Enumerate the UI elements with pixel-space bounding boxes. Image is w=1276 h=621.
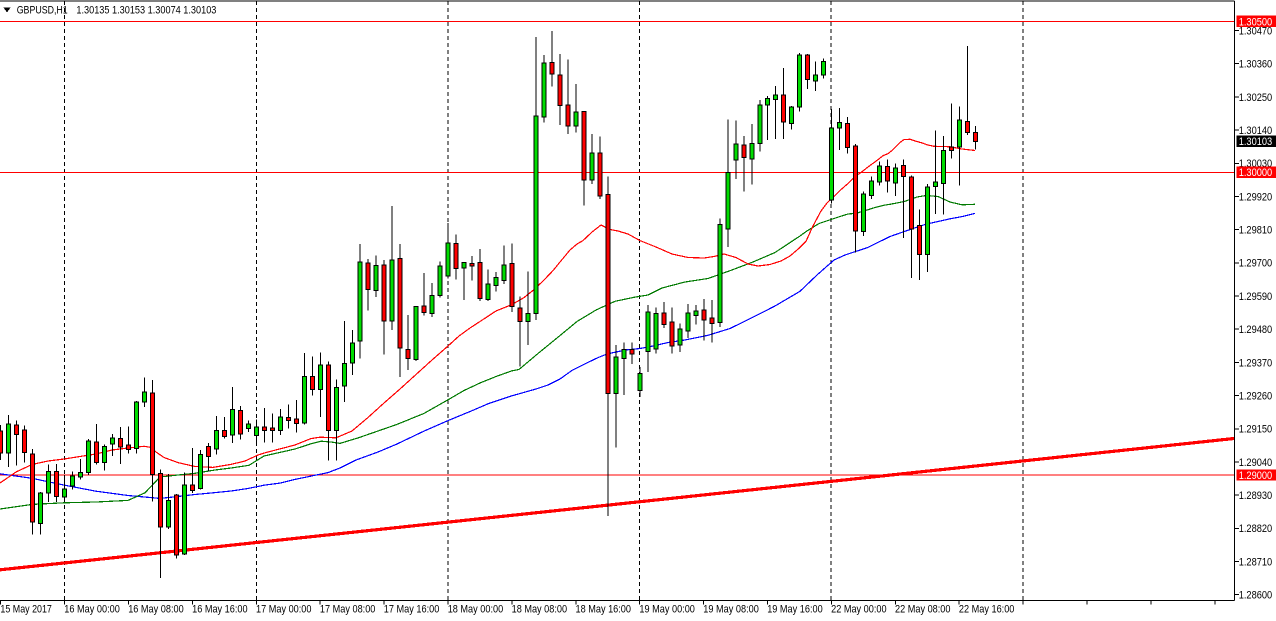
svg-text:1.30135 1.30153 1.30074 1.3010: 1.30135 1.30153 1.30074 1.30103	[76, 4, 216, 16]
svg-text:18 May 16:00: 18 May 16:00	[576, 603, 632, 615]
svg-text:18 May 00:00: 18 May 00:00	[448, 603, 504, 615]
svg-text:1.29480: 1.29480	[1239, 324, 1273, 336]
svg-text:1.29150: 1.29150	[1239, 424, 1273, 436]
svg-text:1.29260: 1.29260	[1239, 391, 1273, 403]
svg-text:22 May 08:00: 22 May 08:00	[895, 603, 951, 615]
svg-text:1.28930: 1.28930	[1239, 490, 1273, 502]
svg-text:1.29700: 1.29700	[1239, 258, 1273, 270]
svg-text:19 May 08:00: 19 May 08:00	[703, 603, 759, 615]
svg-text:1.30470: 1.30470	[1239, 25, 1273, 37]
svg-text:17 May 08:00: 17 May 08:00	[320, 603, 376, 615]
svg-text:1.29590: 1.29590	[1239, 291, 1273, 303]
svg-text:1.29040: 1.29040	[1239, 457, 1273, 469]
svg-text:GBPUSD,H1: GBPUSD,H1	[17, 4, 68, 16]
svg-text:18 May 08:00: 18 May 08:00	[512, 603, 567, 615]
svg-text:1.29810: 1.29810	[1239, 225, 1273, 237]
svg-text:1.30103: 1.30103	[1239, 136, 1273, 148]
svg-text:1.28820: 1.28820	[1239, 523, 1273, 535]
svg-text:1.29920: 1.29920	[1239, 191, 1273, 203]
svg-text:1.30140: 1.30140	[1239, 125, 1273, 137]
svg-text:22 May 16:00: 22 May 16:00	[959, 603, 1015, 615]
svg-text:1.28710: 1.28710	[1239, 556, 1273, 568]
svg-text:17 May 16:00: 17 May 16:00	[384, 603, 440, 615]
svg-text:1.30360: 1.30360	[1239, 59, 1273, 71]
svg-text:16 May 08:00: 16 May 08:00	[128, 603, 184, 615]
svg-text:19 May 16:00: 19 May 16:00	[767, 603, 823, 615]
svg-text:1.30500: 1.30500	[1239, 16, 1273, 28]
svg-text:16 May 00:00: 16 May 00:00	[64, 603, 120, 615]
svg-text:19 May 00:00: 19 May 00:00	[639, 603, 695, 615]
svg-text:17 May 00:00: 17 May 00:00	[256, 603, 312, 615]
svg-text:1.29370: 1.29370	[1239, 357, 1273, 369]
svg-text:1.30000: 1.30000	[1239, 167, 1273, 179]
svg-text:1.28600: 1.28600	[1239, 590, 1273, 602]
svg-text:1.29000: 1.29000	[1239, 470, 1273, 482]
svg-text:16 May 16:00: 16 May 16:00	[192, 603, 248, 615]
svg-text:1.30250: 1.30250	[1239, 92, 1273, 104]
svg-text:15 May 2017: 15 May 2017	[0, 603, 52, 615]
svg-text:22 May 00:00: 22 May 00:00	[831, 603, 887, 615]
